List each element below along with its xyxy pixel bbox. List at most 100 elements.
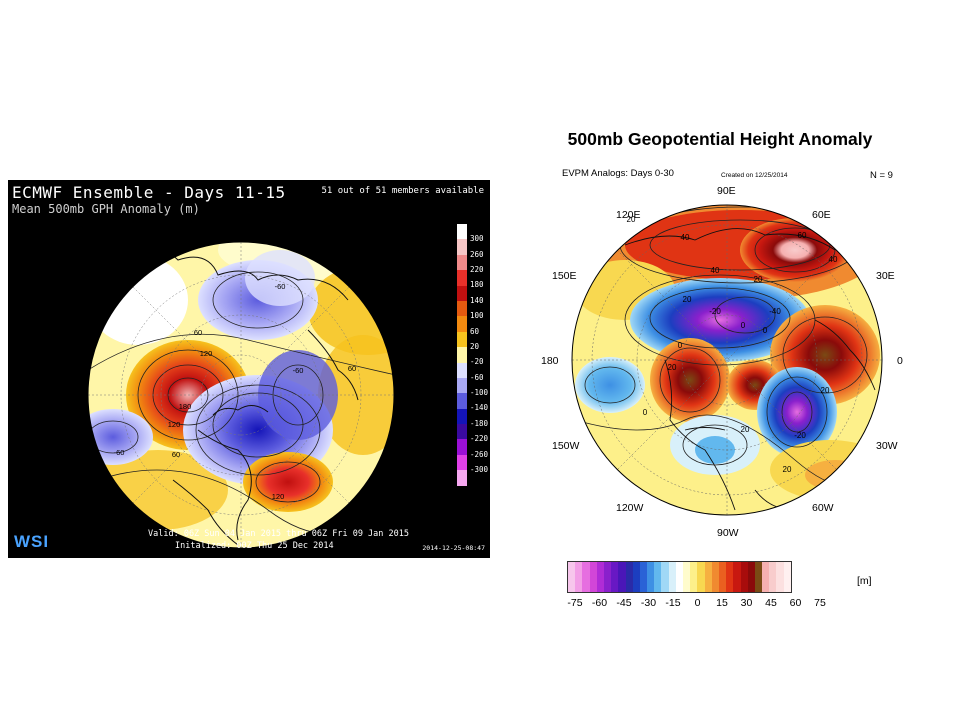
colorbar-label: -60: [591, 597, 608, 609]
colorbar-step: 180: [457, 270, 489, 289]
colorbar-step: -260: [457, 439, 489, 459]
colorbar-swatch: [457, 300, 467, 317]
ecmwf-polar-map: 60 120 180 120 60 -60 -60 60 120 -60: [87, 241, 395, 549]
panel-subtitle: Mean 500mb GPH Anomaly (m): [12, 202, 200, 216]
colorbar-step: -100: [457, 377, 489, 397]
colorbar-swatch: [457, 224, 467, 240]
colorbar-swatch: [582, 562, 590, 592]
contour-label: -20: [709, 307, 721, 316]
colorbar-step: 100: [457, 300, 489, 320]
colorbar-label: 60: [470, 326, 480, 336]
colorbar-swatch: [457, 331, 467, 348]
colorbar-swatch: [596, 562, 604, 592]
colorbar-label: 75: [814, 597, 826, 609]
lon-label-30e: 30E: [876, 270, 895, 282]
colorbar-step: -300: [457, 454, 489, 474]
evpm-colorbar: [567, 561, 792, 593]
colorbar-swatch: [769, 562, 777, 592]
colorbar-step: 260: [457, 239, 489, 259]
colorbar-swatch: [457, 454, 467, 471]
lon-label-150w: 150W: [552, 440, 580, 452]
created-date: Created on 12/25/2014: [721, 172, 788, 179]
contour-label: 180: [179, 402, 192, 411]
contour-label: 20: [783, 465, 792, 474]
panel-title: ECMWF Ensemble - Days 11-15: [12, 183, 286, 202]
colorbar-swatch: [457, 439, 467, 455]
ecmwf-ensemble-panel: ECMWF Ensemble - Days 11-15 Mean 500mb G…: [8, 180, 490, 558]
contour-label: 20: [683, 295, 692, 304]
contour-label: 20: [821, 386, 830, 395]
colorbar-swatch: [697, 562, 705, 592]
colorbar-swatch: [457, 424, 467, 440]
lon-label-90e: 90E: [717, 185, 736, 197]
colorbar-swatch: [654, 562, 662, 592]
colorbar-swatch: [457, 254, 467, 271]
colorbar-label: 0: [694, 597, 701, 609]
colorbar-step: -180: [457, 408, 489, 428]
colorbar-swatch: [776, 562, 784, 592]
contour-label: 20: [754, 275, 763, 284]
colorbar-swatch: [690, 562, 698, 592]
contour-label: 120: [200, 349, 213, 358]
colorbar-swatch: [675, 562, 683, 592]
colorbar-label: -140: [470, 403, 489, 413]
sample-count: N = 9: [870, 170, 893, 181]
initialized-time: Initalized: 00Z Thu 25 Dec 2014: [175, 541, 334, 551]
contour-label: 120: [272, 492, 285, 501]
colorbar-swatch: [683, 562, 691, 592]
lon-label-120e: 120E: [616, 209, 641, 221]
colorbar-label: -180: [470, 418, 489, 428]
evpm-polar-map: 20 40 60 40 40 20 20 -20 -40 0 0 20 -20 0 20 20 0 20: [571, 204, 883, 516]
colorbar-swatch: [457, 377, 467, 394]
colorbar-unit: [m]: [857, 575, 872, 587]
wsi-logo: WSI: [14, 532, 50, 551]
contour-label: 40: [711, 266, 720, 275]
contour-label: 60: [348, 364, 356, 373]
colorbar-label: -260: [470, 449, 489, 459]
contour-label: 120: [168, 420, 181, 429]
colorbar-label: 300: [470, 234, 484, 244]
lon-label-180: 180: [541, 355, 559, 367]
colorbar-swatch: [733, 562, 741, 592]
contour-label: 60: [798, 231, 807, 240]
contour-label: -40: [769, 307, 781, 316]
colorbar-step: 300: [457, 224, 489, 243]
valid-period: Valid: 06Z Sun 04 Jan 2015 thru 06Z Fri …: [148, 529, 409, 539]
colorbar-swatch: [711, 562, 719, 592]
colorbar-label: -30: [640, 597, 657, 609]
colorbar-swatch: [457, 470, 467, 486]
colorbar-swatch: [611, 562, 619, 592]
colorbar-swatch: [632, 562, 640, 592]
colorbar-label: 60: [789, 597, 802, 609]
colorbar-swatch: [718, 562, 727, 592]
lon-label-60w: 60W: [812, 502, 834, 514]
contour-label: -60: [114, 448, 125, 457]
colorbar-swatch: [589, 562, 597, 592]
colorbar-label: -60: [470, 372, 484, 382]
colorbar-label: 45: [765, 597, 777, 609]
colorbar-label: 15: [716, 597, 728, 609]
colorbar-swatch: [661, 562, 669, 592]
colorbar-swatch: [457, 316, 467, 332]
colorbar-step: -220: [457, 424, 489, 443]
members-available: 51 out of 51 members available: [321, 186, 484, 196]
colorbar-step: 220: [457, 254, 489, 274]
colorbar-swatch: [625, 562, 633, 592]
colorbar-step: 60: [457, 316, 489, 336]
colorbar-swatch: [457, 347, 467, 363]
colorbar-label: 180: [470, 280, 484, 290]
colorbar-swatch: [603, 562, 612, 592]
colorbar-step: -140: [457, 393, 489, 412]
right-chart-title: 500mb Geopotential Height Anomaly: [567, 129, 873, 149]
colorbar-label: 20: [470, 341, 480, 351]
contour-label: 20: [627, 215, 636, 224]
colorbar-label: 140: [470, 295, 484, 305]
colorbar-step: [457, 470, 489, 486]
colorbar-swatch: [647, 562, 655, 592]
lon-label-60e: 60E: [812, 209, 831, 221]
colorbar-label: 100: [470, 311, 484, 321]
colorbar-label: -75: [567, 597, 583, 609]
contour-label: 0: [643, 408, 648, 417]
colorbar-swatch: [618, 562, 626, 592]
ecmwf-colorbar: 300 260 220 180 140 100 60 20 -20 -60 -100 -140 -180…: [457, 224, 489, 486]
